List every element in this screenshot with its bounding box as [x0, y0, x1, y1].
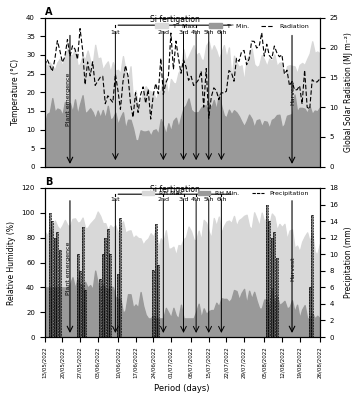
Bar	[56, 232, 58, 337]
Bar	[152, 270, 154, 337]
Text: 1st: 1st	[111, 197, 120, 202]
Bar	[276, 258, 278, 337]
Bar	[51, 221, 53, 337]
Text: Harvest: Harvest	[291, 80, 296, 104]
Radiation	[174, 39, 178, 44]
Y-axis label: Global Solar Radiation (MJ m⁻²): Global Solar Radiation (MJ m⁻²)	[344, 32, 353, 152]
Bar	[273, 232, 275, 337]
Bar	[54, 238, 56, 337]
Bar	[157, 265, 159, 337]
Text: 5th: 5th	[203, 30, 214, 35]
Text: 3rd: 3rd	[178, 197, 189, 202]
Bar	[102, 254, 104, 337]
Radiation	[126, 74, 130, 78]
Bar	[107, 229, 109, 337]
Bar	[77, 254, 78, 337]
Text: 1st: 1st	[111, 30, 120, 35]
Bar	[109, 254, 111, 337]
Bar	[49, 213, 51, 337]
Text: B: B	[45, 177, 52, 187]
Text: 6th: 6th	[216, 197, 226, 202]
Bar	[104, 238, 106, 337]
Radiation	[242, 48, 246, 53]
Legend: RH Max., RH Min., Precipitation: RH Max., RH Min., Precipitation	[139, 188, 311, 198]
Bar	[271, 238, 273, 337]
Legend: T° Max., T° Min., Radiation: T° Max., T° Min., Radiation	[153, 21, 311, 31]
Y-axis label: Precipitation (mm): Precipitation (mm)	[344, 227, 353, 298]
Text: 4th: 4th	[191, 197, 201, 202]
Radiation	[42, 63, 47, 68]
X-axis label: Period (days): Period (days)	[154, 384, 210, 393]
Text: Harvest: Harvest	[291, 256, 296, 281]
Radiation	[318, 76, 322, 81]
Bar	[59, 250, 61, 337]
Bar	[311, 215, 313, 337]
Radiation	[181, 57, 186, 62]
Y-axis label: Relative Humidity (%): Relative Humidity (%)	[7, 220, 16, 304]
Radiation	[78, 26, 82, 31]
Text: A: A	[45, 7, 52, 17]
Line: Radiation: Radiation	[45, 28, 320, 119]
Bar	[266, 204, 268, 337]
Text: 6th: 6th	[216, 30, 226, 35]
Text: 3rd: 3rd	[178, 30, 189, 35]
Bar	[268, 221, 270, 337]
Bar	[120, 218, 121, 337]
Text: 4th: 4th	[191, 30, 201, 35]
Text: 2nd: 2nd	[157, 30, 169, 35]
Bar	[117, 274, 119, 337]
Bar	[84, 290, 86, 337]
Bar	[82, 226, 84, 337]
Text: Plant emergence: Plant emergence	[66, 73, 71, 126]
Radiation	[149, 117, 153, 122]
Text: 5th: 5th	[203, 197, 214, 202]
Bar	[99, 279, 101, 337]
Radiation	[315, 80, 319, 84]
Text: 2nd: 2nd	[157, 197, 169, 202]
Radiation	[305, 105, 309, 110]
Text: Si fertigation: Si fertigation	[150, 184, 199, 194]
Bar	[309, 287, 311, 337]
Bar	[79, 271, 81, 337]
Y-axis label: Temperature (°C): Temperature (°C)	[12, 59, 21, 125]
Bar	[155, 224, 157, 337]
Text: Plant emergence: Plant emergence	[66, 242, 71, 296]
Text: Si fertigation: Si fertigation	[150, 15, 199, 24]
